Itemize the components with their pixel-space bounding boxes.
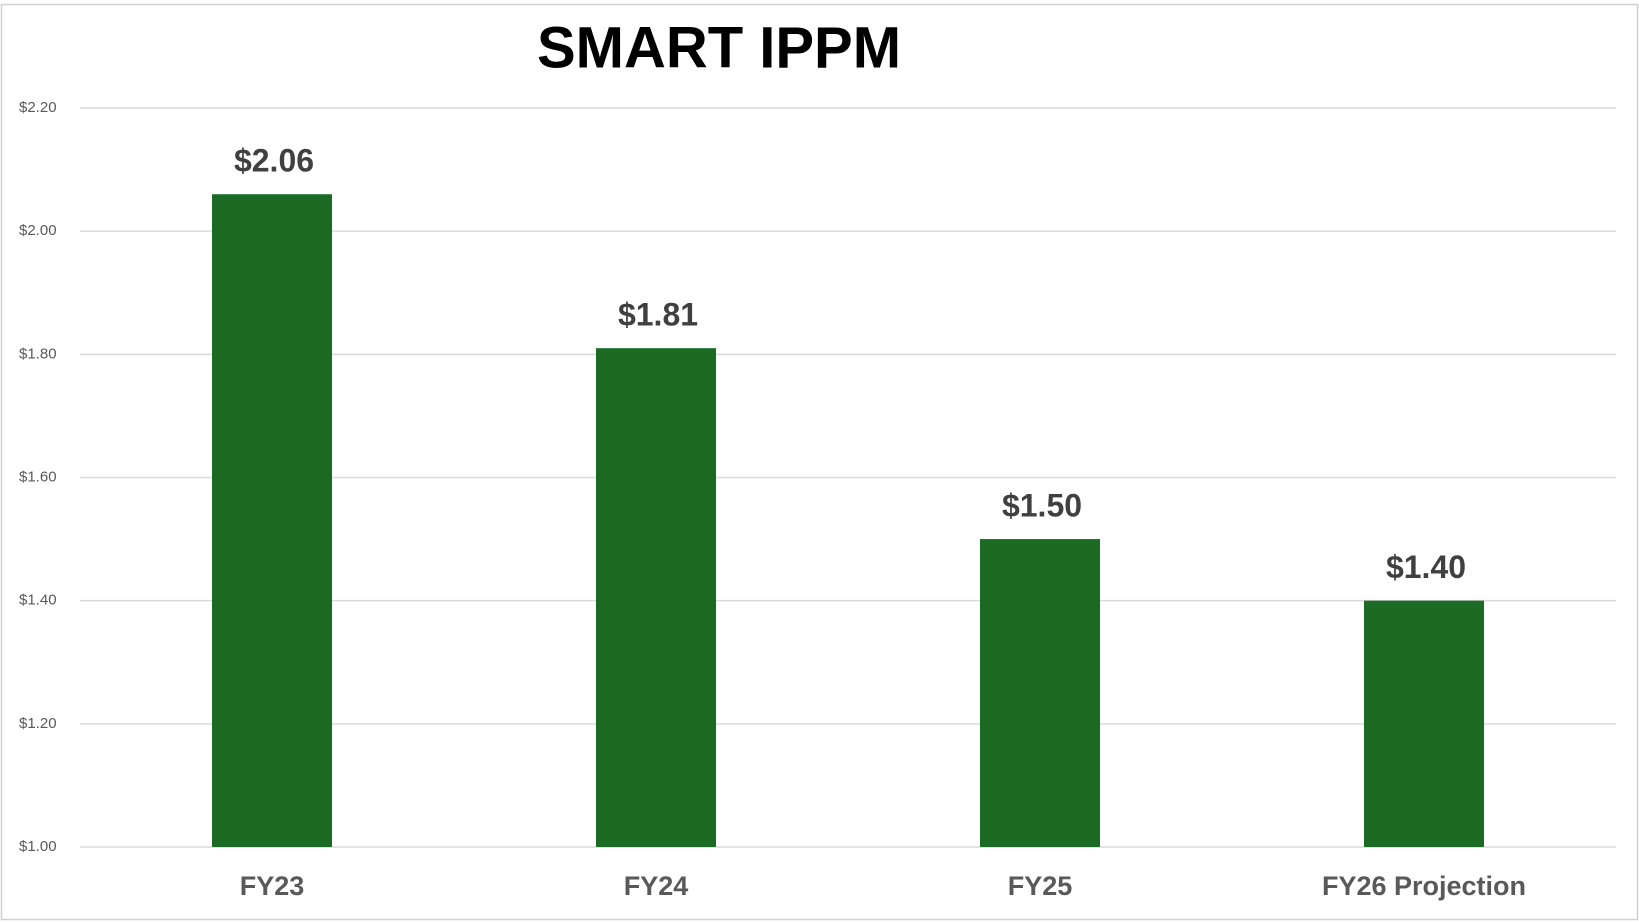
y-tick-label: $1.80 [19,345,57,362]
x-tick-label: FY25 [1008,871,1073,901]
bar [596,348,716,847]
x-tick-label: FY24 [624,871,689,901]
data-label: $1.40 [1386,549,1466,585]
y-tick-label: $1.40 [19,592,57,609]
data-label: $1.50 [1002,488,1082,524]
y-tick-label: $2.20 [19,99,57,116]
bar [212,194,332,847]
chart-title: SMART IPPM [537,15,901,80]
y-tick-label: $2.00 [19,222,57,239]
x-tick-label: FY23 [240,871,305,901]
data-label: $2.06 [234,143,314,179]
bar [1364,600,1484,847]
data-label: $1.81 [618,297,698,333]
y-tick-label: $1.20 [19,715,57,732]
x-tick-label: FY26 Projection [1322,871,1526,901]
bar [980,539,1100,847]
y-tick-label: $1.00 [19,838,57,855]
y-tick-label: $1.60 [19,468,57,485]
